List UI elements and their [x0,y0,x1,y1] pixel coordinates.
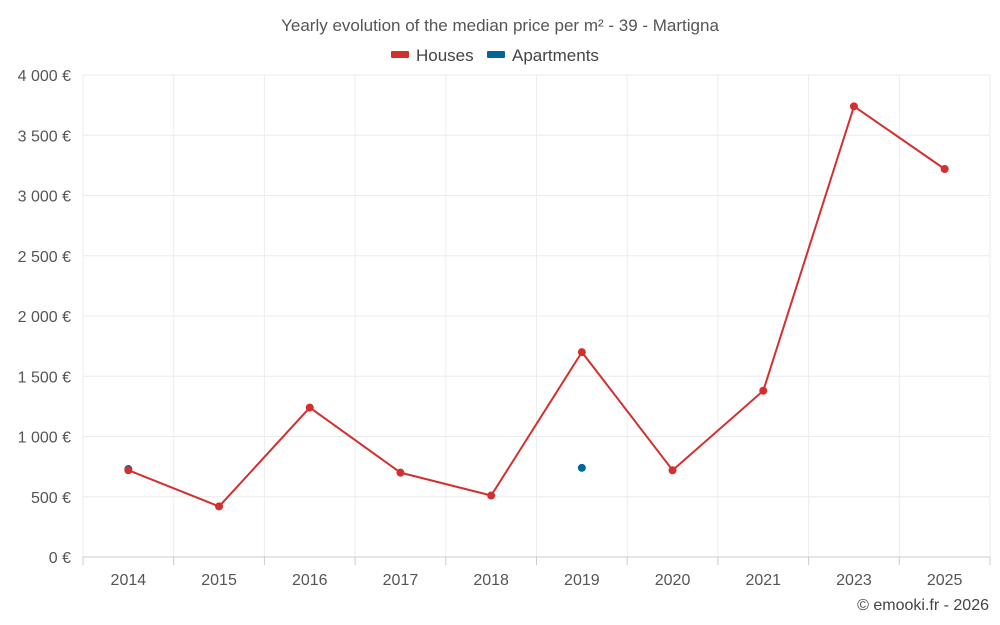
y-tick-label: 2 500 € [18,249,71,266]
data-point-houses[interactable] [940,164,949,173]
data-point-apartments[interactable] [577,463,586,472]
y-tick-label: 2 000 € [18,309,71,326]
y-tick-label: 3 500 € [18,128,71,145]
chart-title: Yearly evolution of the median price per… [281,16,719,35]
x-tick-label: 2016 [292,572,328,589]
y-tick-label: 4 000 € [18,68,71,85]
x-axis: 2014 2015 2016 2017 2018 2019 2020 2021 2023 2025 [82,556,991,589]
x-tick-label: 2017 [383,572,419,589]
y-tick-label: 3 000 € [18,189,71,206]
legend-item-houses[interactable]: Houses [391,46,474,65]
x-tick-label: 2025 [927,572,963,589]
y-tick-label: 1 000 € [18,430,71,447]
data-point-houses[interactable] [577,348,586,357]
x-tick-label: 2015 [201,572,237,589]
y-tick-label: 0 € [49,550,71,567]
legend-label-apartments: Apartments [512,46,599,65]
x-tick-label: 2020 [655,572,691,589]
series-line-houses [127,105,946,508]
grid [82,74,991,557]
legend-label-houses: Houses [416,46,474,65]
legend: Houses Apartments [391,46,599,65]
y-tick-label: 1 500 € [18,369,71,386]
x-tick-label: 2019 [564,572,600,589]
y-tick-label: 500 € [31,490,71,507]
credit-text: © emooki.fr - 2026 [857,597,989,614]
data-point-houses[interactable] [124,466,133,475]
legend-swatch-houses [391,51,409,58]
x-tick-label: 2014 [111,572,147,589]
legend-swatch-apartments [487,51,505,58]
data-point-houses[interactable] [487,491,496,500]
x-tick-label: 2023 [836,572,872,589]
series [124,102,949,511]
y-axis: 0 € 500 € 1 000 € 1 500 € 2 000 € 2 500 € 3 00… [18,68,71,567]
x-tick-label: 2018 [473,572,509,589]
legend-item-apartments[interactable]: Apartments [487,46,599,65]
data-point-houses[interactable] [305,403,314,412]
data-point-houses[interactable] [215,502,224,511]
x-tick-label: 2021 [745,572,781,589]
data-point-houses[interactable] [668,466,677,475]
data-point-houses[interactable] [396,468,405,477]
data-point-houses[interactable] [759,386,768,395]
data-point-houses[interactable] [849,102,858,111]
